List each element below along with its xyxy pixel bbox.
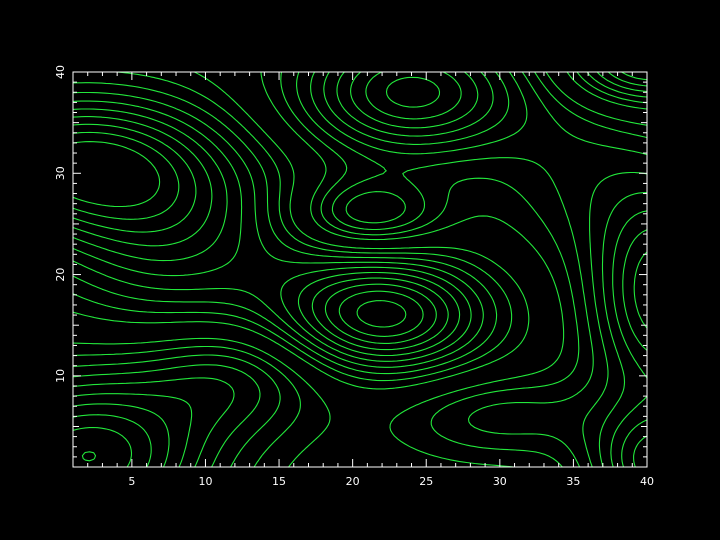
contour-level-neg-4 [72, 71, 648, 368]
y-tick-label: 20 [54, 268, 67, 282]
axis-tick-labels: 5 10 15 20 25 30 35 40 10 20 30 40 [54, 65, 654, 488]
contour-level-pos-6 [72, 71, 648, 468]
contour-level-pos-3 [72, 71, 648, 468]
contour-level-neg-6 [72, 71, 648, 357]
contour-level-pos-8 [72, 71, 648, 468]
x-tick-label: 35 [566, 475, 580, 488]
x-tick-label: 25 [419, 475, 433, 488]
contour-level-neg-7 [72, 116, 449, 351]
contour-level-neg-1 [72, 71, 648, 390]
contour-level-pos-2 [72, 71, 648, 468]
y-tick-label: 30 [54, 166, 67, 180]
contour-level-neg-2 [72, 71, 648, 382]
contour-lines [72, 71, 648, 468]
contour-level-neg-3 [72, 71, 648, 375]
contour-level-pos-1 [72, 71, 648, 468]
contour-level-neg-9 [72, 131, 424, 337]
contour-level-pos-7 [72, 71, 648, 468]
axis-ticks [73, 72, 647, 467]
x-tick-label: 30 [493, 475, 507, 488]
plot-frame [72, 71, 648, 468]
x-tick-label: 15 [272, 475, 286, 488]
y-tick-label: 10 [54, 369, 67, 383]
contour-level-neg-5 [72, 71, 648, 362]
contour-level-pos-10 [81, 451, 97, 462]
x-tick-label: 20 [346, 475, 360, 488]
contour-level-neg-8 [72, 123, 437, 344]
y-tick-label: 40 [54, 65, 67, 79]
contour-level-neg-10 [72, 141, 407, 328]
x-tick-label: 5 [128, 475, 135, 488]
x-tick-label: 10 [198, 475, 212, 488]
x-tick-label: 40 [640, 475, 654, 488]
contour-level-pos-5 [72, 71, 648, 468]
